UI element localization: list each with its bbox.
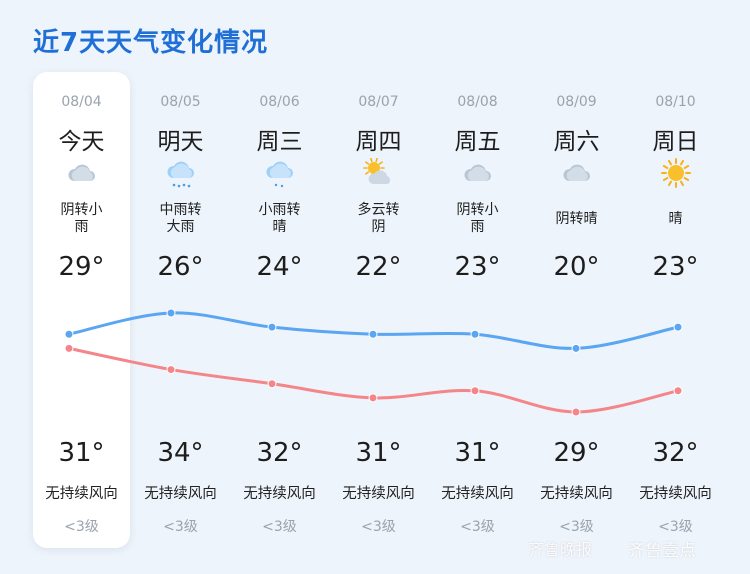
weather-condition: 阴转晴 [537,211,617,228]
high-temp-label: 26° [157,252,204,282]
temperature-point [673,386,683,396]
day-column[interactable]: 08/05 明天中雨转 大雨 26° 34° 无持续风向 <3级 [131,72,230,548]
light-rain-icon [263,158,297,188]
weather-condition: 中雨转 大雨 [153,202,209,236]
day-date: 08/05 [160,94,201,110]
day-column[interactable]: 08/10 周日晴 23° 32° 无持续风向 <3级 [626,72,725,548]
low-temp-label: 29° [553,438,600,468]
wind-level: <3级 [559,519,594,535]
condition-line: 多云转 [357,202,400,218]
day-name: 周三 [256,129,303,155]
wind-direction: 无持续风向 [639,486,712,502]
high-temp-label: 24° [256,252,303,282]
wind-direction: 无持续风向 [540,486,613,502]
temperature-point [64,329,74,339]
condition-line: 雨 [470,219,485,235]
partly-cloudy-icon [362,157,396,188]
temperature-point [571,407,581,417]
weather-condition: 小雨转晴 [252,202,308,236]
high-temp-label: 29° [58,252,105,282]
rain-cloud-icon [164,158,198,188]
wind-level: <3级 [64,519,99,535]
cloud-icon [560,158,594,188]
low-temp-label: 32° [256,438,303,468]
high-temp-label: 20° [553,252,600,282]
wind-level: <3级 [163,519,198,535]
day-name: 周六 [553,129,600,155]
day-column[interactable]: 08/08 周五阴转小雨 23° 31° 无持续风向 <3级 [428,72,527,548]
condition-line: 阴转晴 [555,211,598,227]
condition-line: 雨 [74,219,89,235]
wind-level: <3级 [460,519,495,535]
temperature-point [267,322,277,332]
low-temp-label: 31° [58,438,105,468]
low-temp-label: 32° [652,438,699,468]
condition-line: 阴转小 [456,202,499,218]
today-card[interactable] [33,72,130,548]
temperature-point [166,308,176,318]
day-column[interactable]: 08/06 周三小雨转晴 24° 32° 无持续风向 <3级 [230,72,329,548]
condition-line: 阴 [371,219,386,235]
temperature-point [673,322,683,332]
wind-direction: 无持续风向 [342,486,415,502]
page-title: 近7天天气变化情况 [33,28,269,58]
weather-condition: 晴 [636,211,716,228]
day-date: 08/09 [556,94,597,110]
low-temp-label: 34° [157,438,204,468]
temperature-point [470,329,480,339]
temperature-point [470,386,480,396]
condition-line: 阴转小 [60,202,103,218]
wind-level: <3级 [262,519,297,535]
day-date: 08/07 [358,94,399,110]
condition-line: 晴 [668,211,683,227]
cloud-icon [65,158,99,188]
condition-line: 小雨转 [258,202,301,218]
wind-direction: 无持续风向 [144,486,217,502]
high-temp-label: 23° [652,252,699,282]
condition-line: 大雨 [166,219,195,235]
high-temp-label: 22° [355,252,402,282]
weather-condition: 阴转小雨 [450,202,506,236]
wind-direction: 无持续风向 [45,486,118,502]
temperature-line-0 [67,346,680,414]
sun-icon [659,158,693,188]
temperature-point [64,343,74,353]
temperature-point [267,379,277,389]
high-temp-label: 23° [454,252,501,282]
cloud-icon [461,158,495,188]
day-column[interactable]: 08/09 周六阴转晴 20° 29° 无持续风向 <3级 [527,72,626,548]
temperature-point [166,365,176,375]
low-temp-label: 31° [454,438,501,468]
day-date: 08/04 [61,94,102,110]
day-name: 明天 [157,129,204,155]
wind-level: <3级 [361,519,396,535]
day-name: 周五 [454,129,501,155]
temperature-point [571,343,581,353]
temperature-point [368,329,378,339]
weather-condition: 多云转阴 [351,202,407,236]
day-name: 今天 [58,129,105,155]
watermark-left: 齐鲁晚报 [528,540,593,559]
low-temp-label: 31° [355,438,402,468]
weather-condition: 阴转小雨 [54,202,110,236]
wind-level: <3级 [658,519,693,535]
wind-direction: 无持续风向 [243,486,316,502]
watermark-right: 齐鲁壹点 [628,541,696,561]
day-date: 08/08 [457,94,498,110]
wind-direction: 无持续风向 [441,486,514,502]
day-date: 08/10 [655,94,696,110]
day-column[interactable]: 08/07 周四多云转阴 22° 31° 无持续风向 <3级 [329,72,428,548]
day-name: 周日 [652,129,699,155]
condition-line: 中雨转 [159,202,202,218]
day-column[interactable]: 08/04 今天阴转小雨 29° 31° 无持续风向 <3级 [32,72,131,548]
day-date: 08/06 [259,94,300,110]
condition-line: 晴 [272,219,287,235]
day-name: 周四 [355,129,402,155]
temperature-point [368,393,378,403]
